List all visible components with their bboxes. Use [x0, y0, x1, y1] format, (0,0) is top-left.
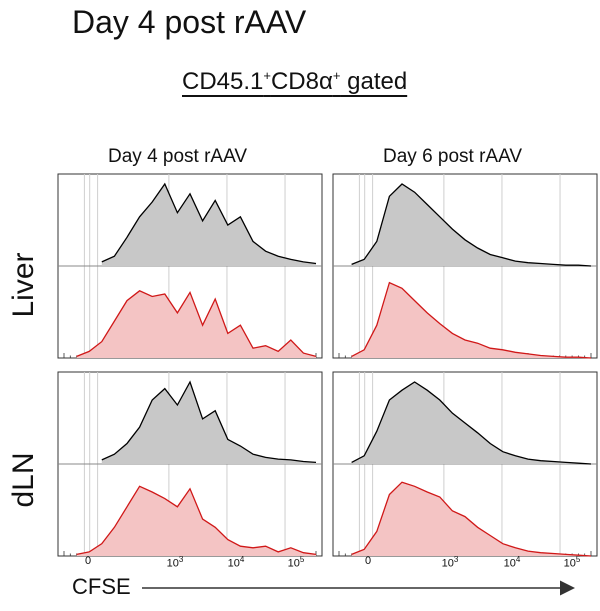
column-label-day6: Day 6 post rAAV: [383, 146, 523, 167]
x-tick-1e3-right-base: 10: [441, 557, 454, 570]
figure-title: Day 4 post rAAV: [72, 4, 307, 40]
x-tick-1e4-exp: 4: [239, 555, 245, 564]
x-tick-label-0: 0: [85, 555, 91, 567]
histogram-line-control: [351, 381, 592, 465]
x-tick-label-0-right: 0: [365, 555, 371, 567]
x-tick-1e3-right-exp: 3: [453, 555, 459, 564]
x-tick-1e5-base: 10: [287, 557, 300, 570]
histogram-line-control: [351, 183, 592, 267]
histogram-fill-treated: [76, 486, 316, 556]
panel-dln-day-4-post-raav: [57, 371, 323, 557]
gating-label-sup1: +: [263, 68, 271, 83]
x-tick-1e3-exp: 3: [178, 555, 184, 564]
histogram-line-control: [101, 182, 317, 265]
x-tick-label-1e3-right: 103: [442, 555, 459, 570]
x-tick-label-1e5: 105: [288, 555, 305, 570]
histogram-fill-control: [351, 382, 591, 464]
x-tick-1e5-right-exp: 5: [575, 555, 581, 564]
gating-label-middle: CD8α: [270, 68, 333, 95]
x-axis-title: CFSE: [72, 574, 131, 599]
x-tick-1e4-right-exp: 4: [515, 555, 521, 564]
histogram-line-control: [101, 380, 317, 464]
histogram-line-treated: [76, 290, 317, 358]
gating-label-sup2: +: [332, 68, 341, 83]
x-tick-0-base: 0: [84, 555, 92, 567]
histogram-fill-control: [101, 184, 316, 266]
column-label-day4: Day 4 post rAAV: [108, 146, 248, 167]
histogram-line-treated: [351, 281, 592, 359]
histogram-fill-treated: [76, 290, 316, 358]
histogram-line-treated: [351, 481, 592, 557]
x-tick-1e5-right-base: 10: [563, 557, 576, 570]
x-tick-label-1e4-right: 104: [504, 555, 521, 570]
histogram-fill-control: [101, 382, 316, 464]
x-tick-1e4-right-base: 10: [503, 557, 516, 570]
panel-liver-day-4-post-raav: [57, 173, 323, 359]
histogram-fill-control: [351, 184, 591, 266]
x-tick-label-1e5-right: 105: [564, 555, 581, 570]
gating-label: CD45.1+CD8α+ gated: [182, 68, 407, 96]
x-tick-1e4-base: 10: [227, 557, 240, 570]
x-tick-label-1e3: 103: [167, 555, 184, 570]
panels-group: [57, 173, 598, 557]
gating-label-prefix: CD45.1: [182, 68, 264, 95]
histogram-fill-treated: [351, 482, 591, 556]
x-tick-0-right-base: 0: [364, 555, 372, 567]
x-tick-1e3-base: 10: [166, 557, 179, 570]
histogram-fill-treated: [351, 282, 591, 358]
panel-liver-day-6-post-raav: [332, 173, 598, 359]
histogram-line-treated: [76, 485, 317, 556]
x-tick-label-1e4: 104: [228, 555, 245, 570]
panel-dln-day-6-post-raav: [332, 371, 598, 557]
x-tick-1e5-exp: 5: [299, 555, 305, 564]
gating-label-suffix: gated: [340, 68, 408, 95]
